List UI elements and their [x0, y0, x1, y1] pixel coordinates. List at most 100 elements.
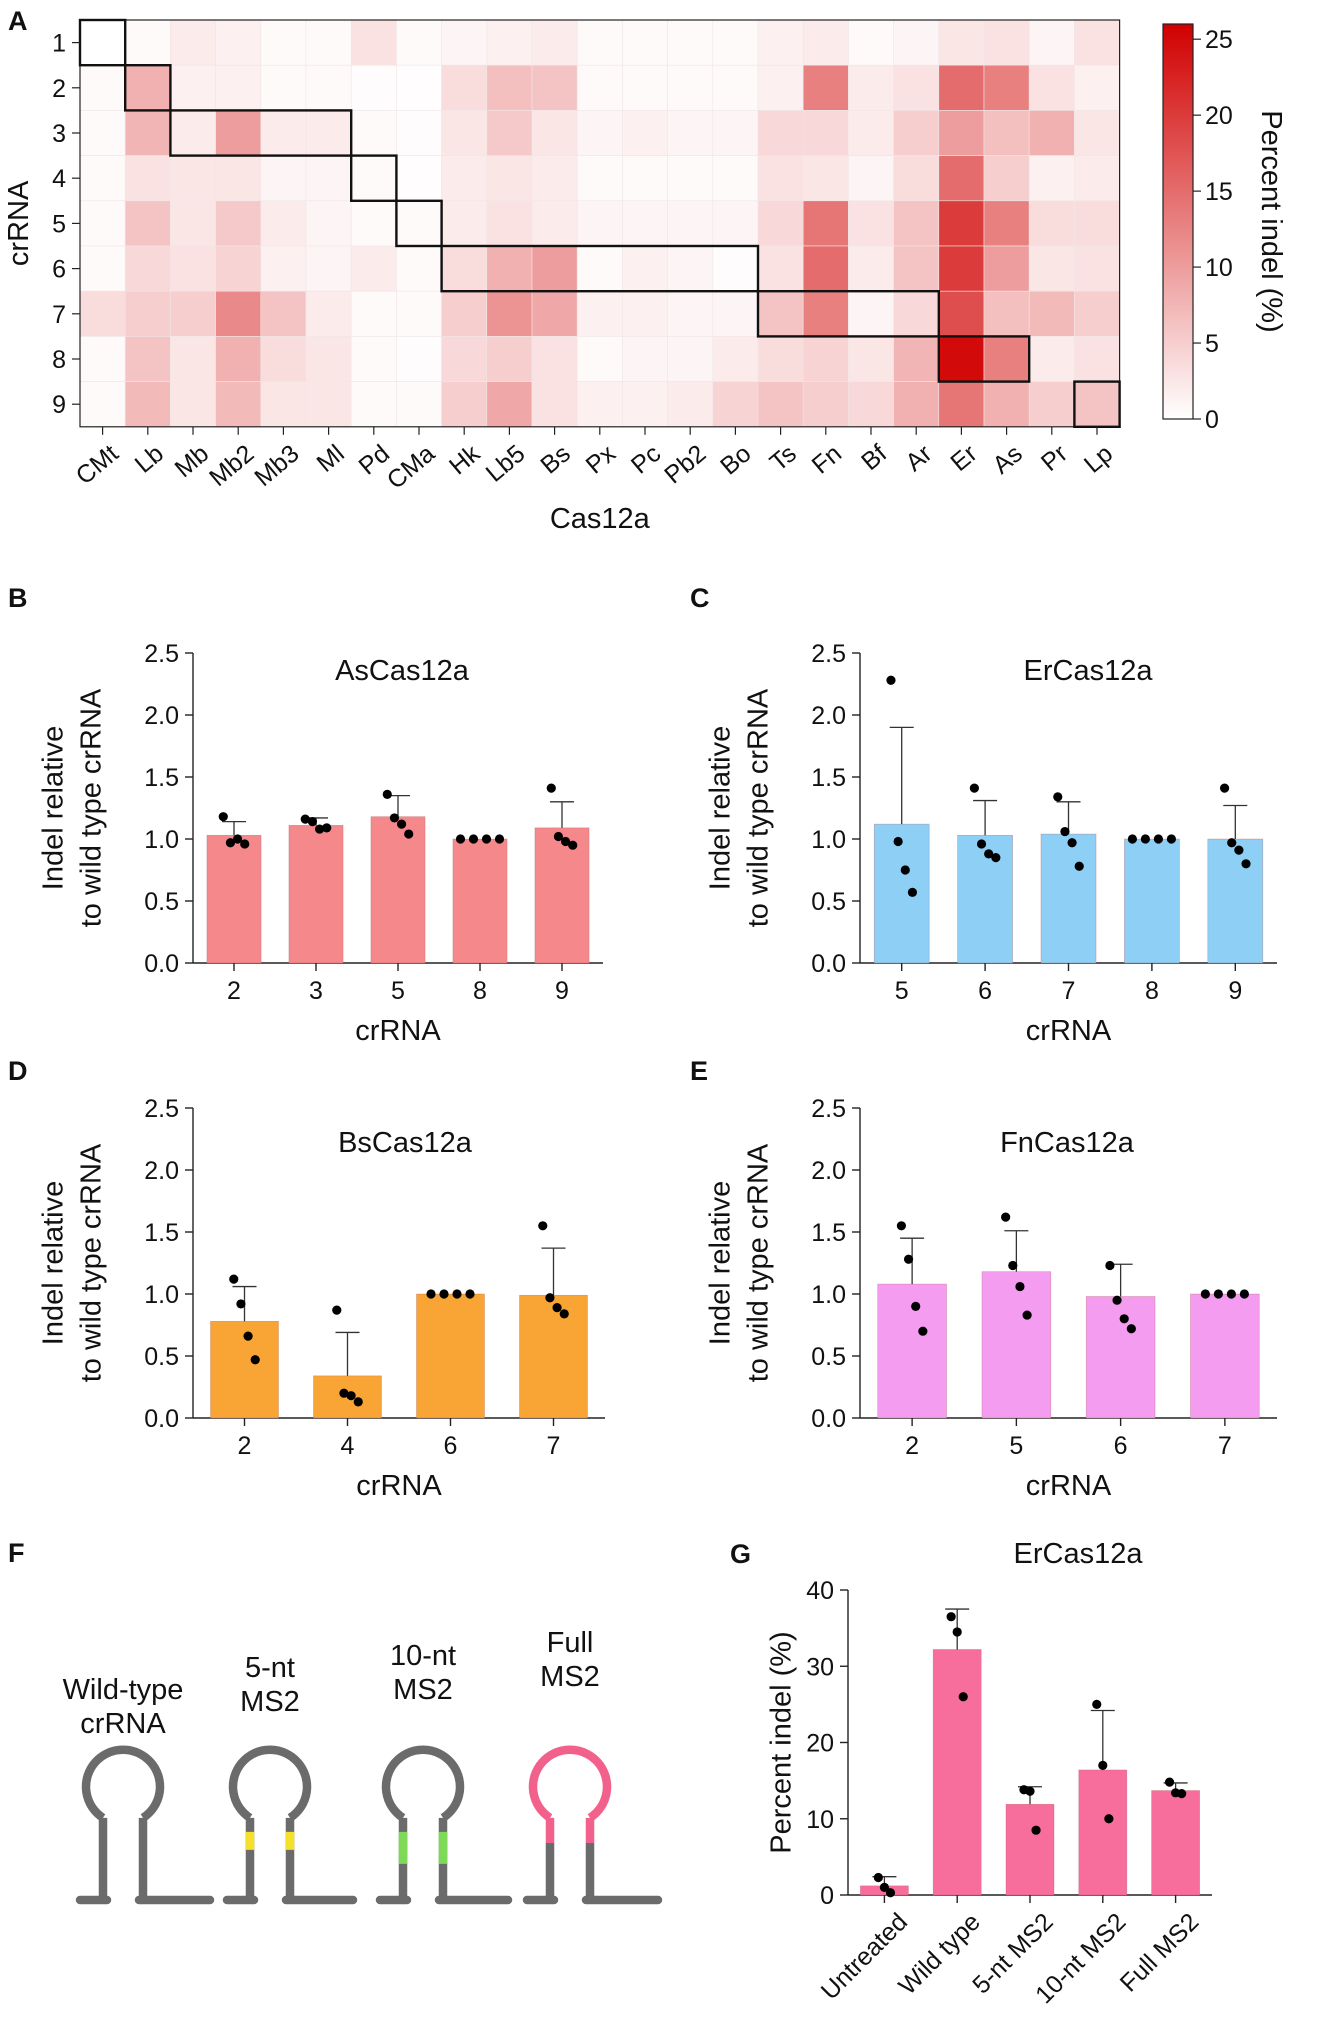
data-point-b — [218, 812, 228, 822]
heatmap-cell — [1074, 200, 1120, 247]
heatmap-col-label: Fn — [807, 439, 847, 479]
y-tick-label-g: 10 — [806, 1806, 834, 1834]
data-point-d — [452, 1289, 462, 1299]
data-point-g — [1031, 1825, 1041, 1835]
heatmap-cell — [1074, 336, 1120, 382]
y-tick-label-g: 30 — [806, 1653, 834, 1681]
bar-c — [1124, 838, 1180, 964]
heatmap-cell — [712, 290, 759, 337]
heatmap-cell — [1028, 381, 1075, 428]
data-point-e — [1015, 1281, 1025, 1292]
heatmap-cell — [441, 155, 488, 202]
heatmap-cell — [531, 381, 578, 428]
heatmap-cell — [1074, 290, 1120, 337]
y-tick-label-e: 2.5 — [811, 1095, 846, 1123]
heatmap-cell — [396, 19, 442, 66]
heatmap-cell — [1028, 336, 1075, 382]
heatmap-cell — [305, 200, 352, 247]
bar-d — [519, 1294, 588, 1419]
heatmap-cell — [350, 64, 397, 111]
heatmap-cell — [441, 336, 488, 382]
y-tick-label-e: 2.0 — [811, 1157, 846, 1185]
y-label-g: Percent indel (%) — [766, 1631, 798, 1853]
hairpin-label: MS2 — [393, 1674, 453, 1706]
data-point-b — [225, 838, 236, 848]
y-tick-label-e: 0.0 — [811, 1405, 846, 1433]
heatmap-cell — [124, 336, 171, 382]
heatmap-cell — [938, 64, 985, 111]
chart-title-d: BsCas12a — [338, 1127, 473, 1159]
heatmap-cell — [305, 381, 352, 428]
bar-g — [1151, 1790, 1200, 1896]
hairpin-label: 10-nt — [390, 1640, 456, 1672]
heatmap-cell — [712, 381, 759, 428]
data-point-e — [896, 1221, 907, 1231]
heatmap-cell — [893, 381, 940, 428]
heatmap-col-label: Mb2 — [204, 439, 259, 492]
x-tick-label-g: Wild type — [893, 1908, 985, 2000]
data-point-d — [426, 1289, 436, 1299]
heatmap-highlight-box — [756, 290, 941, 338]
heatmap-cell — [848, 381, 894, 428]
hairpin-1 — [75, 1745, 215, 1905]
heatmap-cell — [848, 290, 894, 337]
data-point-c — [1153, 834, 1163, 844]
data-point-g — [879, 1882, 890, 1892]
colorbar-tick-label: 15 — [1205, 178, 1233, 206]
data-point-e — [1213, 1289, 1223, 1299]
heatmap-cell — [712, 200, 759, 247]
chart-title-c: ErCas12a — [1024, 655, 1154, 687]
heatmap-cell — [1074, 64, 1120, 111]
heatmap-col-label: Bf — [856, 439, 892, 476]
data-point-c — [907, 887, 918, 897]
heatmap-cell — [396, 381, 442, 428]
heatmap-cell — [983, 336, 1030, 382]
heatmap-cell — [893, 19, 940, 66]
heatmap-cell — [802, 19, 849, 66]
panel-label-a: A — [8, 6, 28, 36]
heatmap-cell — [79, 19, 126, 66]
heatmap-cell — [215, 64, 262, 111]
data-point-e — [1022, 1310, 1032, 1320]
data-point-g — [1098, 1760, 1108, 1770]
heatmap-row-label: 7 — [52, 301, 66, 329]
data-point-e — [1200, 1289, 1210, 1299]
y-tick-label-b: 0.5 — [144, 888, 179, 916]
heatmap-cell — [848, 245, 894, 292]
heatmap-col-label: Lp — [1079, 439, 1118, 478]
bar-c — [1207, 838, 1264, 964]
heatmap-col-label: Hk — [444, 439, 486, 480]
heatmap-cell — [486, 19, 533, 66]
heatmap-cell — [983, 155, 1030, 202]
heatmap-cell — [396, 64, 442, 111]
heatmap-cell — [79, 110, 126, 156]
heatmap-cell — [802, 336, 849, 382]
heatmap-cell — [848, 155, 894, 202]
data-point-b — [404, 829, 414, 839]
data-point-b — [560, 836, 571, 847]
heatmap-row-label: 9 — [52, 391, 66, 419]
heatmap-cell — [667, 64, 714, 111]
panel-label-c: C — [690, 583, 710, 613]
heatmap-cell — [938, 290, 985, 337]
heatmap-y-label: crRNA — [3, 180, 35, 266]
bar-b — [288, 825, 344, 964]
data-point-e — [1008, 1260, 1018, 1271]
heatmap-cell — [215, 19, 262, 66]
bar-b — [370, 816, 426, 964]
bar-d — [416, 1293, 485, 1419]
bar-e — [1190, 1293, 1260, 1419]
data-point-d — [346, 1391, 356, 1401]
heatmap-cell — [79, 245, 126, 292]
data-point-c — [886, 675, 896, 685]
heatmap-col-label: Ts — [765, 439, 802, 477]
heatmap-col-label: Mb — [170, 439, 215, 483]
x-tick-label-e: 6 — [1114, 1432, 1128, 1460]
heatmap-col-label: Mb3 — [249, 439, 304, 492]
x-tick-label-c: 8 — [1145, 977, 1159, 1005]
heatmap-cell — [802, 200, 849, 247]
heatmap-cell — [260, 245, 307, 292]
y-tick-label-b: 2.0 — [144, 702, 179, 730]
data-point-d — [229, 1274, 239, 1284]
heatmap-row-label: 6 — [52, 256, 66, 284]
